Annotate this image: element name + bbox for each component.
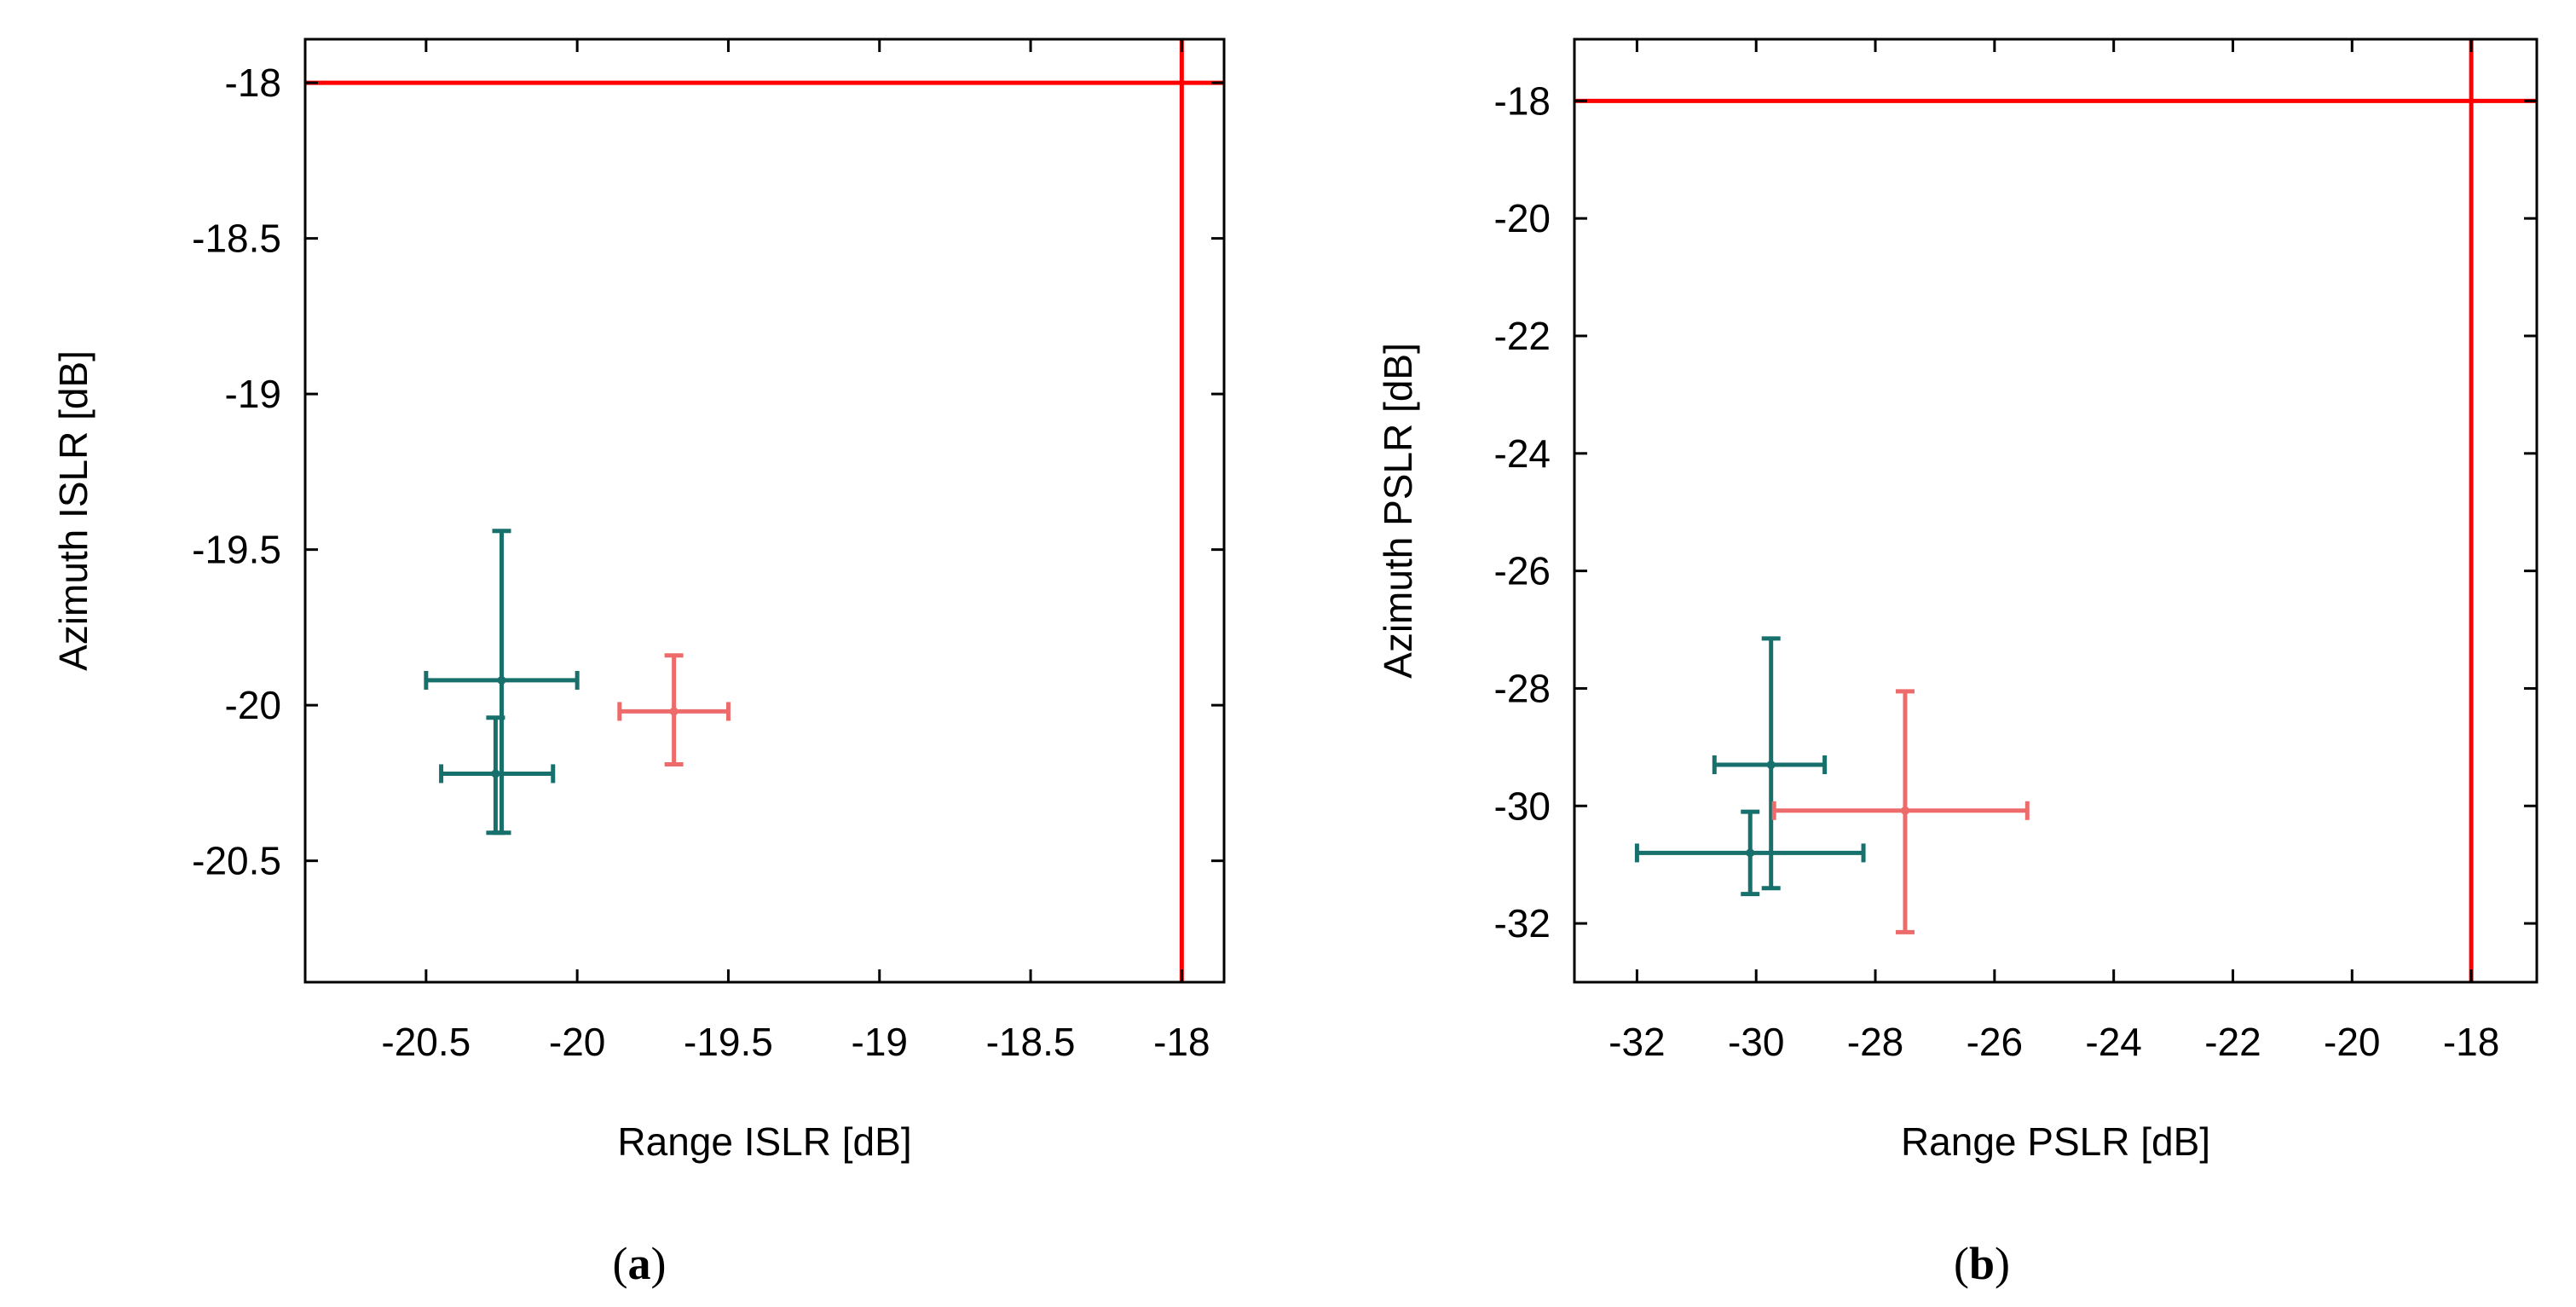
x-tick-label-b: -24 (2085, 1020, 2141, 1064)
x-tick-label-b: -32 (1609, 1020, 1665, 1064)
data-point (1746, 848, 1755, 858)
plot-frame-a (303, 38, 1226, 984)
y-tick-label-a: -19 (225, 372, 281, 416)
y-axis-label-a: Azimuth ISLR [dB] (51, 350, 95, 671)
point-teal-b (1634, 809, 1866, 897)
marks-a (305, 39, 1224, 982)
x-tick-label-b: -18 (2443, 1020, 2499, 1064)
plot-frame-b (1573, 38, 2538, 984)
x-axis-label-a: Range ISLR [dB] (617, 1119, 911, 1164)
x-tick-label-b: -20 (2324, 1020, 2380, 1064)
caption-a: (a) (613, 1238, 667, 1289)
y-tick-label-b: -18 (1494, 78, 1551, 123)
panel-b: -32 -30 -28 -26 -24 -22 -20 -18 -18 -20 -22 -24 -26 -… (1376, 38, 2538, 1289)
caption-b: (b) (1954, 1238, 2010, 1289)
data-point (497, 675, 506, 685)
marks-b (1574, 39, 2537, 982)
panel-label-b: b (1969, 1238, 1995, 1289)
data-point (1766, 760, 1776, 770)
x-tick-label-a: -20 (549, 1020, 605, 1064)
y-tick-label-a: -20.5 (192, 839, 281, 883)
y-axis-label-b: Azimuth PSLR [dB] (1376, 343, 1420, 679)
x-tick-label-a: -20.5 (381, 1020, 471, 1064)
x-tick-label-b: -28 (1847, 1020, 1903, 1064)
x-tick-label-a: -19 (852, 1020, 908, 1064)
data-point (491, 769, 500, 778)
ticks-a: -20.5 -20 -19.5 -19 -18.5 -18 -18 -18.5 -19 -19.5… (192, 39, 1224, 1064)
y-tick-label-b: -24 (1494, 431, 1551, 476)
y-tick-label-b: -26 (1494, 549, 1551, 593)
y-tick-label-b: -30 (1494, 784, 1551, 828)
y-tick-label-a: -19.5 (192, 528, 281, 572)
y-tick-label-b: -22 (1494, 314, 1551, 358)
x-tick-label-a: -18 (1153, 1020, 1210, 1064)
ticks-b: -32 -30 -28 -26 -24 -22 -20 -18 -18 -20 -22 -24 -26 -… (1494, 39, 2537, 1064)
point-salmon-a (617, 653, 731, 766)
point-teal-b (1712, 636, 1828, 891)
x-tick-label-a: -18.5 (986, 1020, 1076, 1064)
y-tick-label-a: -18 (225, 61, 281, 105)
x-axis-label-b: Range PSLR [dB] (1901, 1119, 2210, 1164)
data-point (1900, 806, 1909, 815)
y-tick-label-b: -28 (1494, 666, 1551, 710)
point-teal-a (439, 715, 556, 836)
x-tick-label-b: -22 (2204, 1020, 2261, 1064)
x-tick-label-b: -30 (1728, 1020, 1784, 1064)
panel-a: -20.5 -20 -19.5 -19 -18.5 -18 -18 -18.5 -19 -19.5… (51, 38, 1226, 1289)
x-tick-label-b: -26 (1967, 1020, 2023, 1064)
y-tick-label-b: -20 (1494, 196, 1551, 240)
x-tick-label-a: -19.5 (684, 1020, 773, 1064)
point-teal-a (424, 529, 580, 836)
panel-label-a: a (628, 1238, 651, 1289)
point-salmon-b (1771, 689, 2030, 934)
data-point (669, 707, 679, 716)
y-tick-label-a: -18.5 (192, 217, 281, 261)
y-tick-label-a: -20 (225, 683, 281, 727)
y-tick-label-b: -32 (1494, 901, 1551, 946)
